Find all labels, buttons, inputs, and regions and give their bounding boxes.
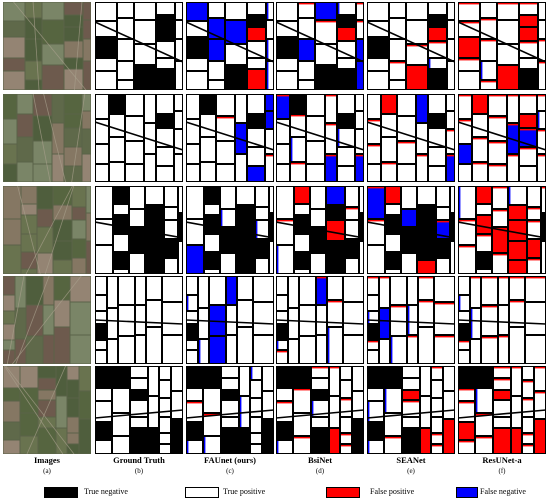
legend-label: False negative	[480, 487, 526, 496]
tile-graphic	[458, 2, 546, 90]
tile-r2-pred-4	[276, 94, 364, 182]
tile-r5-pred-5	[367, 366, 455, 454]
column-subtitle: (b)	[134, 467, 144, 475]
legend-swatch	[185, 487, 219, 498]
tile-graphic	[458, 276, 546, 364]
tile-graphic	[276, 276, 364, 364]
tile-r2-image-1	[3, 94, 91, 182]
tile-graphic	[186, 276, 274, 364]
tile-r3-gt-2	[95, 186, 183, 274]
tile-r1-image-1	[3, 2, 91, 90]
tile-graphic	[3, 366, 91, 454]
tile-graphic	[458, 94, 546, 182]
tile-graphic	[367, 94, 455, 182]
column-subtitle: (d)	[315, 467, 325, 475]
tile-r5-pred-4	[276, 366, 364, 454]
tile-r3-pred-5	[367, 186, 455, 274]
tile-r5-pred-3	[186, 366, 274, 454]
tile-r4-pred-6	[458, 276, 546, 364]
tile-graphic	[3, 2, 91, 90]
column-title: BsiNet	[307, 455, 333, 465]
tile-r4-pred-4	[276, 276, 364, 364]
tile-r2-gt-2	[95, 94, 183, 182]
tile-graphic	[95, 2, 183, 90]
legend-swatch	[44, 487, 78, 498]
column-title: Ground Truth	[113, 455, 165, 465]
tile-graphic	[186, 366, 274, 454]
tile-r3-pred-3	[186, 186, 274, 274]
tile-graphic	[276, 186, 364, 274]
tile-r3-pred-6	[458, 186, 546, 274]
tile-graphic	[3, 94, 91, 182]
tile-r3-image-1	[3, 186, 91, 274]
column-title: SEANet	[396, 455, 426, 465]
tile-graphic	[95, 366, 183, 454]
tile-graphic	[276, 2, 364, 90]
tile-graphic	[186, 2, 274, 90]
tile-r2-pred-6	[458, 94, 546, 182]
tile-graphic	[276, 94, 364, 182]
tile-graphic	[95, 186, 183, 274]
column-subtitle: (a)	[43, 467, 51, 475]
column-title: Images	[34, 455, 60, 465]
tile-graphic	[367, 366, 455, 454]
column-subtitle: (e)	[407, 467, 415, 475]
tile-graphic	[3, 276, 91, 364]
column-subtitle: (f)	[498, 467, 506, 475]
column-title: FAUnet (ours)	[203, 455, 256, 465]
tile-graphic	[186, 186, 274, 274]
legend-swatch	[326, 487, 360, 498]
tile-graphic	[186, 94, 274, 182]
tile-graphic	[458, 186, 546, 274]
tile-r4-pred-5	[367, 276, 455, 364]
tile-r5-pred-6	[458, 366, 546, 454]
tile-r1-pred-5	[367, 2, 455, 90]
column-title: ResUNet-a	[482, 455, 522, 465]
legend-label: True negative	[84, 487, 128, 496]
legend-label: True positive	[223, 487, 266, 496]
tile-graphic	[458, 366, 546, 454]
tile-graphic	[367, 2, 455, 90]
tile-graphic	[95, 276, 183, 364]
tile-graphic	[3, 186, 91, 274]
tile-r2-pred-5	[367, 94, 455, 182]
tile-r1-pred-6	[458, 2, 546, 90]
tile-r2-pred-3	[186, 94, 274, 182]
legend-swatch	[456, 487, 478, 498]
tile-graphic	[367, 276, 455, 364]
tile-graphic	[95, 94, 183, 182]
tile-r1-pred-3	[186, 2, 274, 90]
tile-r1-pred-4	[276, 2, 364, 90]
tile-r4-image-1	[3, 276, 91, 364]
column-subtitle: (c)	[226, 467, 234, 475]
legend-label: False positive	[370, 487, 415, 496]
tile-r5-image-1	[3, 366, 91, 454]
tile-graphic	[367, 186, 455, 274]
tile-r5-gt-2	[95, 366, 183, 454]
tile-r4-pred-3	[186, 276, 274, 364]
tile-r1-gt-2	[95, 2, 183, 90]
tile-r3-pred-4	[276, 186, 364, 274]
tile-r4-gt-2	[95, 276, 183, 364]
comparison-grid	[3, 2, 546, 454]
tile-graphic	[276, 366, 364, 454]
